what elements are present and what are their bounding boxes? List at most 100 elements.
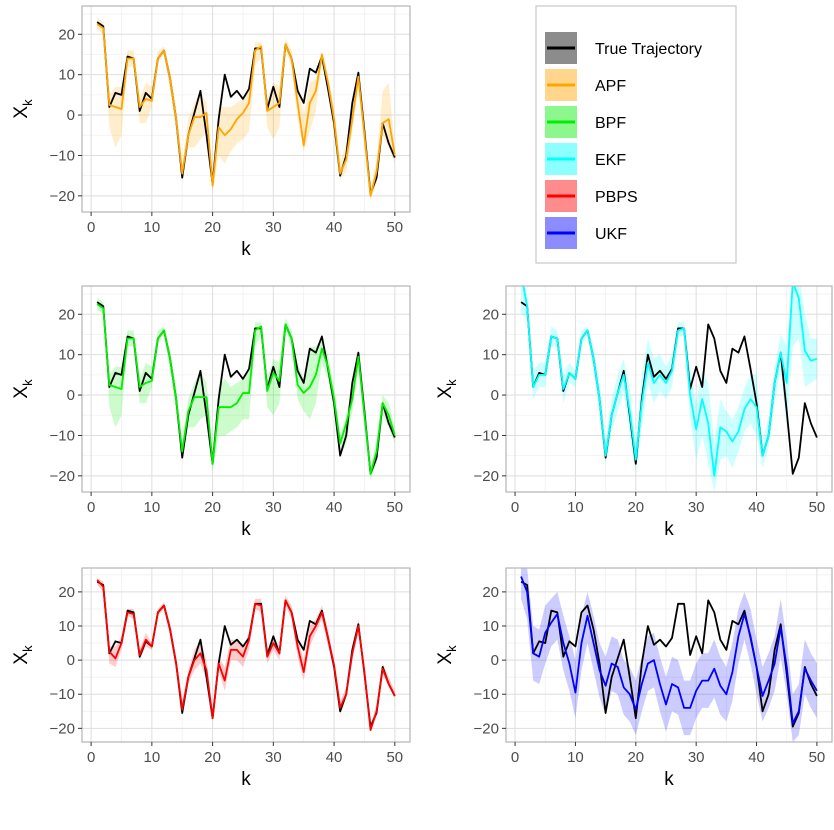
x-tick-label: 0 [87, 219, 95, 236]
panel-border [81, 567, 411, 743]
legend-items: True Trajectory APF BPF EKF PBPS UKF [545, 32, 702, 249]
x-tick-label: 30 [688, 499, 705, 516]
y-axis-label-main: X [11, 652, 32, 665]
plot-background [506, 286, 832, 492]
y-axis-label: Xk [11, 379, 35, 399]
x-tick-label: 20 [204, 219, 221, 236]
x-tick-label: 50 [386, 499, 403, 516]
x-tick-label: 0 [87, 749, 95, 766]
legend: True Trajectory APF BPF EKF PBPS UKF [535, 5, 737, 264]
legend-item-true-trajectory: True Trajectory [545, 32, 702, 64]
x-tick-label: 0 [511, 499, 519, 516]
y-tick-label: −10 [50, 686, 75, 703]
y-axis-label: Xk [11, 99, 35, 119]
true-trajectory-line [520, 580, 818, 728]
y-axis-label-subscript: k [20, 645, 35, 652]
x-tick-label: 10 [144, 499, 161, 516]
ribbon-ekf [521, 286, 817, 492]
x-tick-label: 20 [204, 749, 221, 766]
legend-label: True Trajectory [595, 41, 702, 58]
x-tick-label: 0 [511, 749, 519, 766]
x-tick-label: 0 [87, 499, 95, 516]
y-tick-label: −10 [50, 147, 75, 164]
y-tick-label: 0 [491, 387, 499, 404]
legend-label: UKF [595, 226, 627, 243]
plot-background [82, 286, 410, 492]
y-axis-label: Xk [435, 379, 459, 399]
y-axis-label: Xk [11, 645, 35, 665]
y-tick-label: −20 [50, 720, 75, 737]
legend-item-apf: APF [545, 69, 626, 101]
true-trajectory-line [96, 301, 396, 475]
y-tick-label: 10 [482, 347, 499, 364]
y-tick-label: −20 [474, 468, 499, 485]
y-tick-label: 20 [58, 306, 75, 323]
x-tick-label: 10 [567, 499, 584, 516]
x-tick-label: 50 [386, 749, 403, 766]
x-tick-label: 40 [748, 749, 765, 766]
y-tick-label: −10 [50, 427, 75, 444]
y-axis-label-main: X [11, 386, 32, 399]
x-tick-label: 20 [627, 499, 644, 516]
y-axis-label-subscript: k [444, 645, 459, 652]
x-tick-label: 40 [326, 499, 343, 516]
y-tick-label: −20 [50, 188, 75, 205]
x-tick-label: 20 [627, 749, 644, 766]
ribbon-bpf [97, 298, 395, 480]
panel-border [81, 285, 411, 493]
plot-content [520, 286, 818, 492]
y-tick-label: 0 [67, 107, 75, 124]
estimate-line-ukf [520, 576, 818, 725]
y-tick-label: 10 [58, 618, 75, 635]
y-tick-label: 20 [58, 26, 75, 43]
panel-border [505, 285, 833, 493]
y-axis-label-subscript: k [20, 379, 35, 386]
legend-label: EKF [595, 152, 626, 169]
y-tick-label: 0 [67, 387, 75, 404]
estimate-line-bpf [96, 303, 396, 475]
y-axis-label-main: X [435, 652, 456, 665]
y-tick-label: 20 [482, 584, 499, 601]
plot-content [520, 568, 818, 742]
plot-background [506, 568, 832, 742]
y-tick-label: 10 [58, 67, 75, 84]
y-tick-label: 10 [58, 347, 75, 364]
y-tick-label: 20 [482, 306, 499, 323]
plot-background [82, 568, 410, 742]
x-axis-label: k [241, 519, 251, 540]
y-tick-label: 10 [482, 618, 499, 635]
x-tick-label: 40 [748, 499, 765, 516]
y-tick-label: −10 [474, 427, 499, 444]
panel-middle-right: 0 10 20 30 40 50 −20 −10 0 10 20 kXk [435, 285, 833, 540]
x-tick-label: 40 [326, 749, 343, 766]
x-tick-label: 10 [144, 219, 161, 236]
plot-content [96, 298, 396, 480]
y-axis-label-main: X [435, 386, 456, 399]
y-axis-label-subscript: k [20, 99, 35, 106]
plot-content [96, 578, 396, 732]
plot-content [96, 18, 396, 200]
x-axis-label: k [664, 769, 674, 790]
estimate-line-ekf [522, 286, 818, 477]
y-axis-label: Xk [435, 645, 459, 665]
legend-label: PBPS [595, 189, 638, 206]
y-tick-label: −20 [50, 468, 75, 485]
ribbon-ukf [521, 568, 817, 742]
x-tick-label: 20 [204, 499, 221, 516]
x-tick-label: 50 [809, 499, 826, 516]
x-axis-label: k [241, 769, 251, 790]
legend-item-ekf: EKF [545, 143, 626, 175]
legend-label: APF [595, 78, 626, 95]
y-axis-label-subscript: k [444, 379, 459, 386]
x-tick-label: 10 [144, 749, 161, 766]
estimate-line-apf [96, 23, 396, 197]
x-tick-label: 30 [688, 749, 705, 766]
y-tick-label: −20 [474, 720, 499, 737]
legend-item-pbps: PBPS [545, 180, 638, 212]
y-axis-label-main: X [11, 106, 32, 119]
